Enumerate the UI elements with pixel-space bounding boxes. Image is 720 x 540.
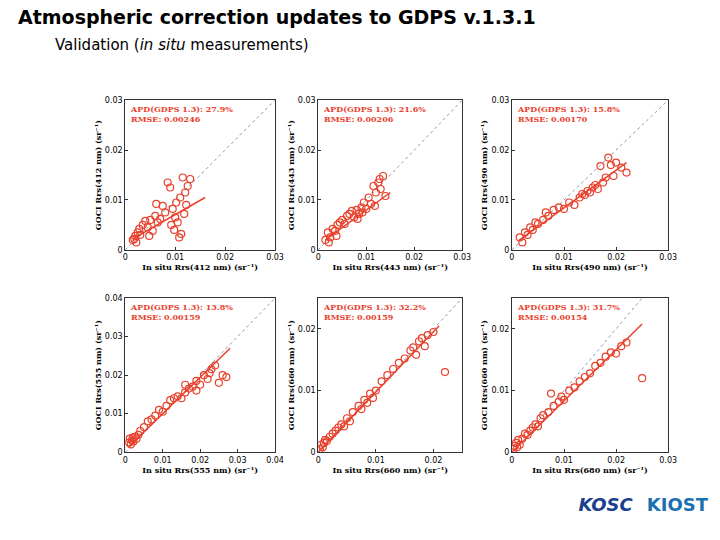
svg-text:In situ Rrs(490 nm) (sr⁻¹): In situ Rrs(490 nm) (sr⁻¹) [532, 262, 648, 272]
svg-text:In situ Rrs(660 nm) (sr⁻¹): In situ Rrs(660 nm) (sr⁻¹) [332, 465, 448, 475]
svg-text:0.01: 0.01 [555, 456, 573, 465]
svg-text:0.03: 0.03 [105, 332, 123, 341]
svg-text:0: 0 [509, 456, 514, 465]
svg-text:0.03: 0.03 [229, 456, 247, 465]
svg-text:0.02: 0.02 [607, 253, 625, 262]
svg-text:APD(GDPS 1.3): 32.2%RMSE: 0.00: APD(GDPS 1.3): 32.2%RMSE: 0.00159 [323, 302, 426, 322]
svg-text:0: 0 [311, 448, 316, 457]
svg-text:0.03: 0.03 [105, 96, 123, 105]
svg-text:0.02: 0.02 [105, 371, 123, 380]
html-text:KIOST: KIOST [646, 494, 708, 515]
svg-text:0.01: 0.01 [492, 386, 510, 395]
svg-text:0.01: 0.01 [492, 196, 510, 205]
svg-text:APD(GDPS 1.3): 31.7%RMSE: 0.00: APD(GDPS 1.3): 31.7%RMSE: 0.00154 [517, 302, 620, 322]
svg-text:In situ Rrs(412 nm) (sr⁻¹): In situ Rrs(412 nm) (sr⁻¹) [142, 262, 258, 272]
svg-text:GOCI Rrs(660 nm) (sr⁻¹): GOCI Rrs(660 nm) (sr⁻¹) [286, 320, 296, 430]
svg-text:APD(GDPS 1.3): 21.6%RMSE: 0.00: APD(GDPS 1.3): 21.6%RMSE: 0.00206 [323, 104, 426, 124]
svg-text:0.01: 0.01 [357, 253, 375, 262]
svg-text:0.01: 0.01 [105, 409, 123, 418]
svg-text:0.02: 0.02 [492, 146, 510, 155]
svg-text:0.02: 0.02 [492, 325, 510, 334]
svg-text:0.04: 0.04 [105, 294, 123, 303]
svg-text:0.01: 0.01 [154, 456, 172, 465]
html-text:Validation (in situ measuremen: Validation (in situ measurements) [55, 36, 309, 54]
svg-text:0: 0 [316, 253, 321, 262]
svg-text:GOCI Rrs(443 nm) (sr⁻¹): GOCI Rrs(443 nm) (sr⁻¹) [286, 120, 296, 230]
html-text:Atmospheric correction updates: Atmospheric correction updates to GDPS v… [18, 6, 536, 28]
svg-text:0.01: 0.01 [298, 386, 316, 395]
svg-text:0: 0 [118, 448, 123, 457]
svg-text:0: 0 [311, 246, 316, 255]
svg-text:0.01: 0.01 [166, 253, 184, 262]
svg-text:0.02: 0.02 [216, 253, 234, 262]
svg-text:0.03: 0.03 [659, 456, 677, 465]
svg-text:APD(GDPS 1.3): 13.8%RMSE: 0.00: APD(GDPS 1.3): 13.8%RMSE: 0.00159 [130, 302, 233, 322]
svg-text:0.03: 0.03 [659, 253, 677, 262]
svg-text:In situ Rrs(680 nm) (sr⁻¹): In situ Rrs(680 nm) (sr⁻¹) [532, 465, 648, 475]
svg-text:0: 0 [123, 253, 128, 262]
svg-text:0.02: 0.02 [191, 456, 209, 465]
svg-text:In situ Rrs(443 nm) (sr⁻¹): In situ Rrs(443 nm) (sr⁻¹) [332, 262, 448, 272]
svg-text:APD(GDPS 1.3): 27.9%RMSE: 0.00: APD(GDPS 1.3): 27.9%RMSE: 0.00246 [130, 104, 233, 124]
svg-text:0.01: 0.01 [298, 196, 316, 205]
svg-text:0.02: 0.02 [405, 253, 423, 262]
svg-text:0.01: 0.01 [555, 253, 573, 262]
svg-text:0: 0 [504, 246, 509, 255]
svg-text:0.01: 0.01 [367, 456, 385, 465]
svg-text:GOCI Rrs(555 nm) (sr⁻¹): GOCI Rrs(555 nm) (sr⁻¹) [93, 320, 103, 430]
svg-text:0: 0 [504, 448, 509, 457]
svg-text:0: 0 [509, 253, 514, 262]
svg-text:0.03: 0.03 [266, 253, 284, 262]
svg-text:0.01: 0.01 [105, 196, 123, 205]
svg-text:0: 0 [118, 246, 123, 255]
svg-text:0.02: 0.02 [298, 146, 316, 155]
svg-text:0.03: 0.03 [492, 96, 510, 105]
svg-text:0: 0 [316, 456, 321, 465]
svg-text:0.03: 0.03 [453, 253, 471, 262]
svg-text:0.02: 0.02 [425, 456, 443, 465]
svg-text:GOCI Rrs(412 nm) (sr⁻¹): GOCI Rrs(412 nm) (sr⁻¹) [93, 120, 103, 230]
svg-text:0.04: 0.04 [266, 456, 284, 465]
html-text:KOSC: KOSC [578, 494, 633, 515]
svg-text:APD(GDPS 1.3): 15.8%RMSE: 0.00: APD(GDPS 1.3): 15.8%RMSE: 0.00170 [517, 104, 620, 124]
svg-text:0.03: 0.03 [298, 96, 316, 105]
svg-text:0: 0 [123, 456, 128, 465]
svg-text:0.02: 0.02 [607, 456, 625, 465]
svg-text:GOCI Rrs(660 nm) (sr⁻¹): GOCI Rrs(660 nm) (sr⁻¹) [479, 320, 489, 430]
svg-text:In situ Rrs(555 nm) (sr⁻¹): In situ Rrs(555 nm) (sr⁻¹) [142, 465, 258, 475]
svg-text:0.02: 0.02 [298, 325, 316, 334]
svg-text:GOCI Rrs(490 nm) (sr⁻¹): GOCI Rrs(490 nm) (sr⁻¹) [479, 120, 489, 230]
svg-text:0.02: 0.02 [105, 146, 123, 155]
